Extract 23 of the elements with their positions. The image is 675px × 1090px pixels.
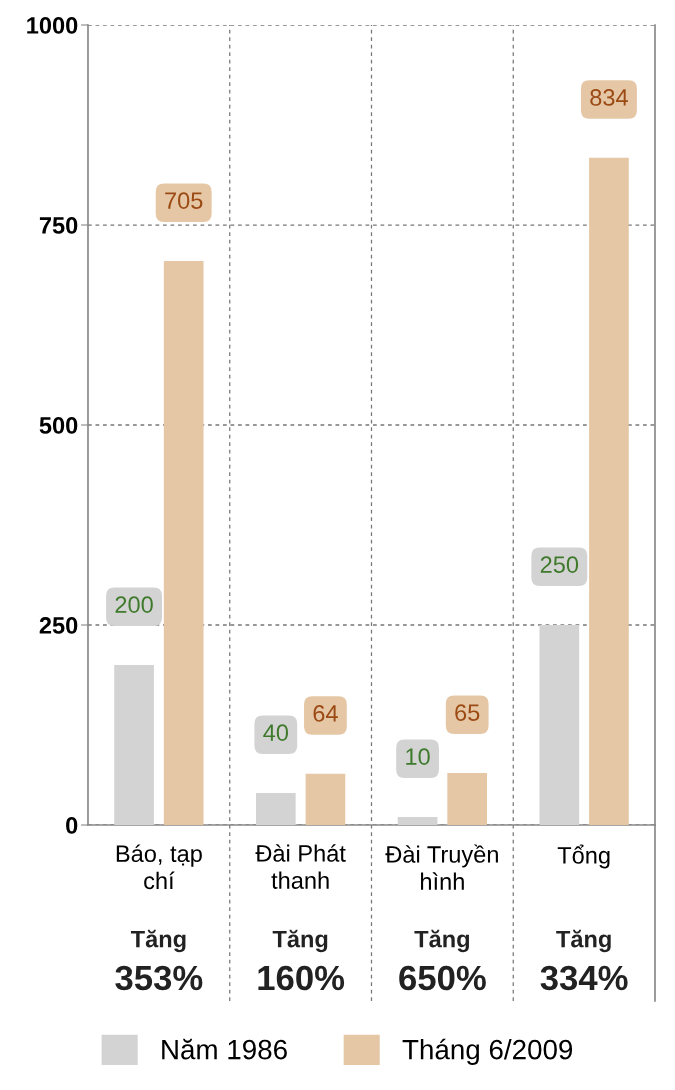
data-label: 200	[115, 596, 153, 613]
x-tick-label: Đài Truyền hình	[385, 844, 498, 890]
data-label: 10	[406, 748, 430, 765]
data-label: 64	[313, 705, 338, 722]
data-label: 705	[165, 192, 203, 209]
text: Tăng 334%	[540, 929, 628, 991]
x-tick-label: Đài Phát thanh	[255, 844, 346, 889]
data-label: 40	[263, 724, 289, 741]
y-tick-label: 1000	[27, 17, 78, 34]
y-tick-label: 250	[39, 617, 78, 634]
y-tick-label: 750	[39, 217, 78, 234]
legend-label: Tháng 6/2009	[402, 1038, 573, 1065]
y-tick-label: 500	[39, 417, 78, 434]
data-label: 834	[590, 89, 628, 106]
data-label: 65	[455, 704, 480, 721]
text: Tăng 160%	[258, 929, 345, 991]
text: Tăng 650%	[399, 929, 486, 991]
x-tick-label: Báo, tạp chí	[116, 844, 202, 890]
x-tick-label: Tổng	[557, 844, 610, 869]
y-tick-label: 0	[66, 817, 78, 834]
text: Tăng 353%	[115, 929, 203, 991]
data-label: 250	[540, 556, 579, 573]
legend-label: Năm 1986	[162, 1038, 287, 1060]
